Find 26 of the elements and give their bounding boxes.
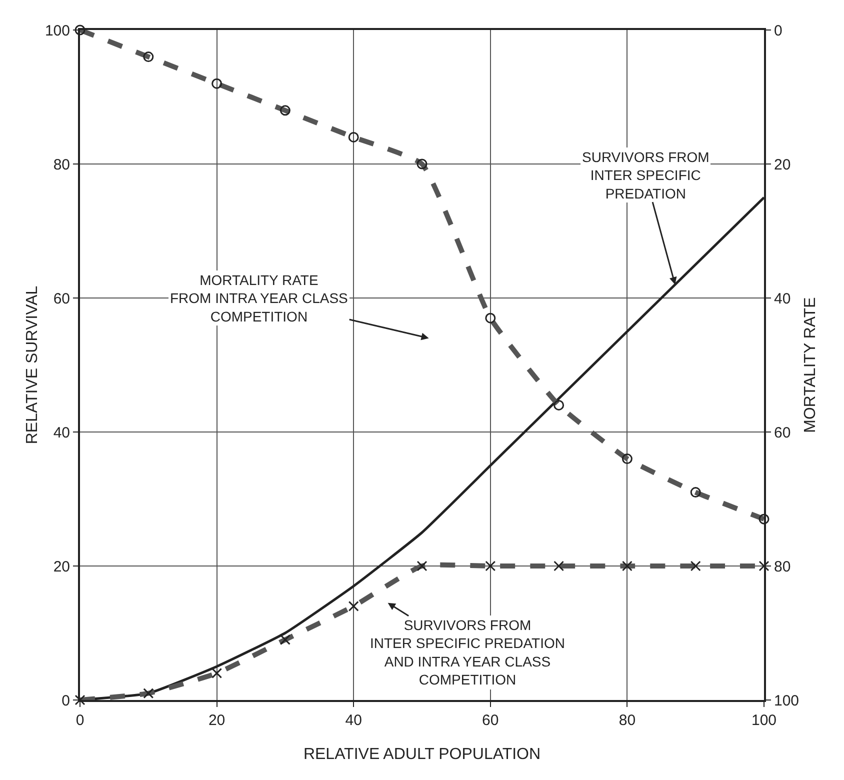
x-tick-label: 100 — [751, 712, 777, 729]
y-tick-label: 60 — [53, 290, 70, 308]
x-tick-label: 60 — [482, 712, 499, 729]
x-tick-label: 40 — [345, 712, 362, 729]
y2-axis-title: MORTALITY RATE — [802, 297, 819, 433]
x-tick-label: 0 — [76, 712, 84, 729]
y-tick-label: 20 — [53, 558, 70, 576]
x-tick-label: 20 — [208, 712, 226, 729]
y-tick-label: 40 — [53, 424, 70, 442]
y-tick-label: 0 — [62, 692, 70, 710]
annotation: SURVIVORS FROM INTER SPECIFIC PREDATION AND INTRA YEAR CLASS COMPETITION — [370, 617, 565, 688]
x-tick-label: 80 — [618, 712, 636, 729]
x-axis-title: RELATIVE ADULT POPULATION — [303, 746, 541, 763]
annotation: SURVIVORS FROM INTER SPECIFIC PREDATION — [582, 149, 710, 202]
y-tick-label: 80 — [53, 156, 70, 174]
y-axis-title: RELATIVE SURVIVAL — [24, 286, 41, 444]
annotation: MORTALITY RATE FROM INTRA YEAR CLASS COMPETITION — [170, 272, 348, 324]
y2-tick-label: 40 — [774, 290, 791, 308]
point — [74, 694, 86, 706]
y2-tick-label: 0 — [774, 22, 782, 40]
y2-tick-label: 80 — [774, 558, 791, 576]
y2-tick-label: 20 — [774, 156, 791, 174]
y2-tick-label: 60 — [774, 424, 791, 442]
point — [143, 688, 154, 699]
y2-tick-label: 100 — [774, 692, 800, 710]
y-tick-label: 100 — [44, 22, 70, 40]
